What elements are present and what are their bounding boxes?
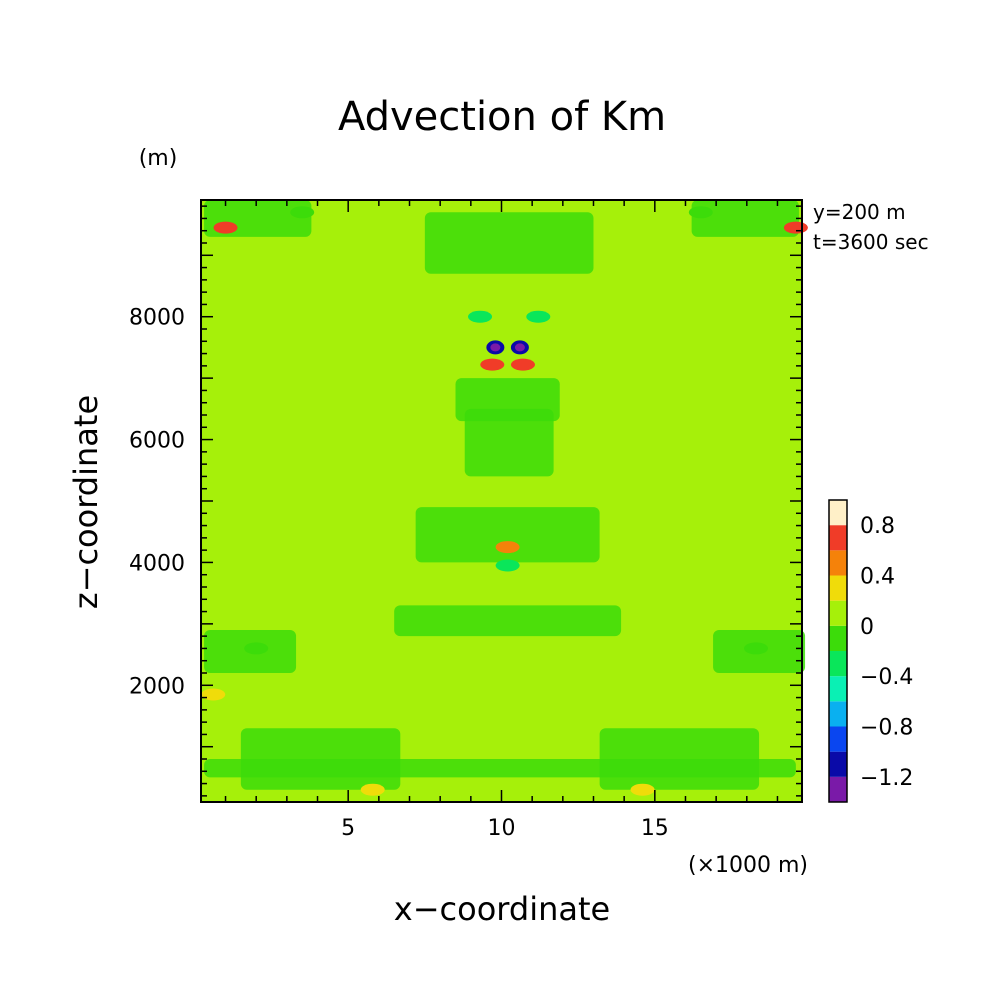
x-axis-label: x−coordinate [394, 890, 610, 928]
colorbar-label: 0.4 [860, 565, 895, 590]
colorbar-label: −0.8 [860, 716, 913, 741]
field-feature [360, 783, 385, 796]
field-feature [688, 206, 713, 219]
field-feature [213, 221, 238, 234]
y-axis-ticks: 2000 4000 6000 8000 [129, 205, 802, 797]
field-feature [495, 559, 520, 572]
field-feature [783, 221, 808, 234]
field-feature [744, 642, 769, 655]
y-tick-label: 6000 [129, 429, 185, 454]
field-feature [510, 358, 535, 371]
y-axis-label: z−coordinate [67, 395, 105, 609]
field-feature-core [490, 343, 501, 352]
x-axis-ticks: 5 10 15 [224, 200, 779, 841]
colorbar-swatch [829, 600, 847, 626]
contour-field [201, 200, 808, 802]
colorbar-swatch [829, 500, 847, 526]
colorbar-swatch [829, 776, 847, 802]
colorbar-label: −1.2 [860, 766, 913, 791]
x-axis-unit: (×1000 m) [688, 853, 808, 878]
colorbar-swatch [829, 701, 847, 727]
colorbar-swatch [829, 625, 847, 651]
y-axis-unit: (m) [139, 146, 178, 171]
colorbar-label: 0.8 [860, 514, 895, 539]
colorbar-swatch [829, 525, 847, 551]
colorbar-swatch [829, 726, 847, 752]
field-feature [630, 783, 655, 796]
x-tick-label: 5 [341, 816, 355, 841]
field-feature [495, 541, 520, 554]
field-patch [204, 759, 796, 778]
colorbar-label: 0 [860, 615, 874, 640]
field-feature-core [514, 343, 525, 352]
y-tick-label: 2000 [129, 674, 185, 699]
x-tick-label: 10 [488, 816, 516, 841]
field-feature [201, 688, 226, 701]
chart-title: Advection of Km [338, 94, 666, 140]
field-background [201, 200, 802, 802]
field-feature [526, 310, 551, 323]
annotation-y: y=200 m [813, 200, 906, 224]
field-feature [468, 310, 493, 323]
field-patch [424, 212, 594, 274]
field-feature [244, 642, 269, 655]
field-patch [455, 378, 560, 422]
field-patch [464, 408, 554, 477]
annotation-t: t=3600 sec [813, 230, 929, 254]
field-feature [480, 358, 505, 371]
colorbar-swatch [829, 651, 847, 677]
colorbar-label: −0.4 [860, 665, 913, 690]
field-feature [290, 206, 315, 219]
colorbar-border [828, 499, 848, 803]
y-tick-label: 8000 [129, 306, 185, 331]
field-patch [415, 507, 600, 563]
x-tick-label: 15 [641, 816, 669, 841]
y-tick-label: 4000 [129, 551, 185, 576]
colorbar-swatch [829, 751, 847, 777]
field-patch [691, 200, 799, 237]
colorbar-swatch [829, 550, 847, 576]
colorbar-swatch [829, 676, 847, 702]
colorbar-swatch [829, 575, 847, 601]
field-patch [394, 605, 622, 637]
colorbar: 0.8 0.4 0 −0.4 −0.8 −1.2 [828, 499, 913, 803]
